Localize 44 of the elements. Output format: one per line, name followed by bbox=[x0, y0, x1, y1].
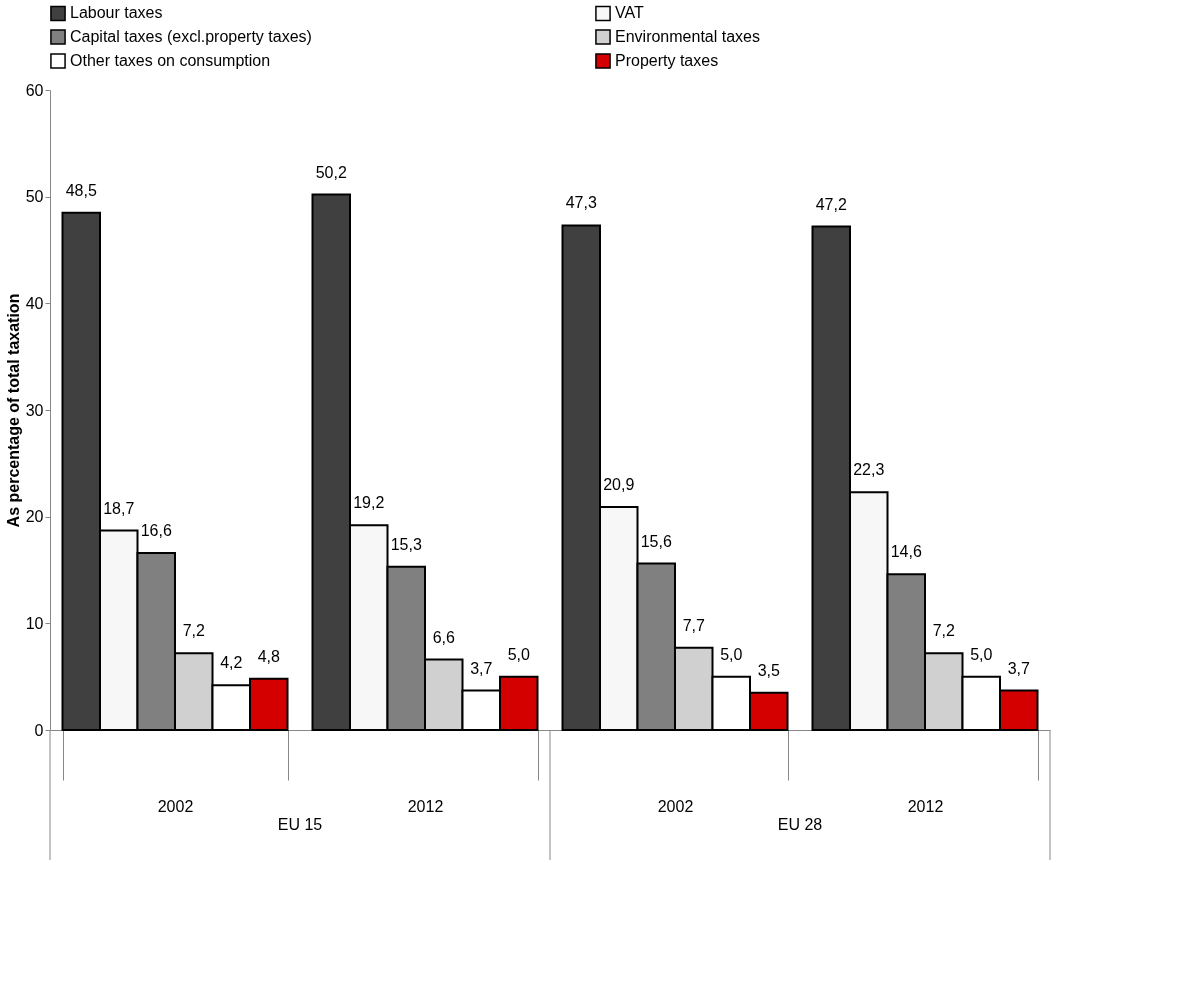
data-label: 14,6 bbox=[890, 543, 922, 561]
data-label: 5,0 bbox=[720, 645, 743, 663]
data-label: 3,7 bbox=[470, 659, 493, 677]
data-label: 5,0 bbox=[507, 645, 530, 663]
y-tick-label: 0 bbox=[34, 721, 44, 739]
y-tick-label: 10 bbox=[25, 614, 44, 632]
legend-label: Environmental taxes bbox=[615, 28, 760, 45]
text: EU 15 bbox=[277, 816, 323, 833]
data-label: 22,3 bbox=[853, 461, 885, 479]
data-label: 3,7 bbox=[1007, 659, 1030, 677]
data-label: 4,2 bbox=[220, 654, 243, 672]
data-label: 15,6 bbox=[640, 532, 672, 550]
legend-label: Other taxes on consumption bbox=[70, 52, 271, 69]
y-tick-label: 50 bbox=[25, 188, 44, 206]
x-tick-label: 2002 bbox=[157, 797, 194, 815]
data-label: 7,7 bbox=[682, 616, 705, 634]
data-label: 47,2 bbox=[815, 195, 847, 213]
x-tick-label: 2012 bbox=[407, 797, 444, 815]
data-label: 15,3 bbox=[390, 535, 422, 553]
data-label: 6,6 bbox=[432, 628, 455, 646]
legend-label: VAT bbox=[615, 4, 644, 22]
data-label: 7,2 bbox=[932, 622, 955, 640]
data-label: 18,7 bbox=[103, 499, 135, 517]
data-label: 48,5 bbox=[65, 181, 97, 199]
y-tick-label: 60 bbox=[25, 81, 44, 99]
data-label: 3,5 bbox=[757, 661, 780, 679]
data-label: 4,8 bbox=[257, 647, 280, 665]
data-label: 5,0 bbox=[970, 645, 993, 663]
data-label: 19,2 bbox=[353, 494, 385, 512]
y-tick-label: 20 bbox=[25, 508, 44, 526]
data-label: 47,3 bbox=[565, 194, 597, 212]
data-label: 16,6 bbox=[140, 521, 172, 539]
legend-label: Labour taxes bbox=[70, 4, 163, 22]
y-axis-title: As percentage of total taxation bbox=[4, 293, 22, 528]
data-label: 20,9 bbox=[603, 476, 635, 494]
y-tick-label: 30 bbox=[25, 401, 44, 419]
data-label: 50,2 bbox=[315, 163, 347, 181]
data-label: 7,2 bbox=[182, 622, 205, 640]
legend-label: Capital taxes (excl.property taxes) bbox=[70, 28, 312, 45]
x-tick-label: 2002 bbox=[657, 797, 694, 815]
x-tick-label: 2012 bbox=[907, 797, 944, 815]
legend-label: Property taxes bbox=[615, 52, 719, 69]
text: EU 28 bbox=[777, 816, 823, 833]
y-tick-label: 40 bbox=[25, 294, 44, 312]
